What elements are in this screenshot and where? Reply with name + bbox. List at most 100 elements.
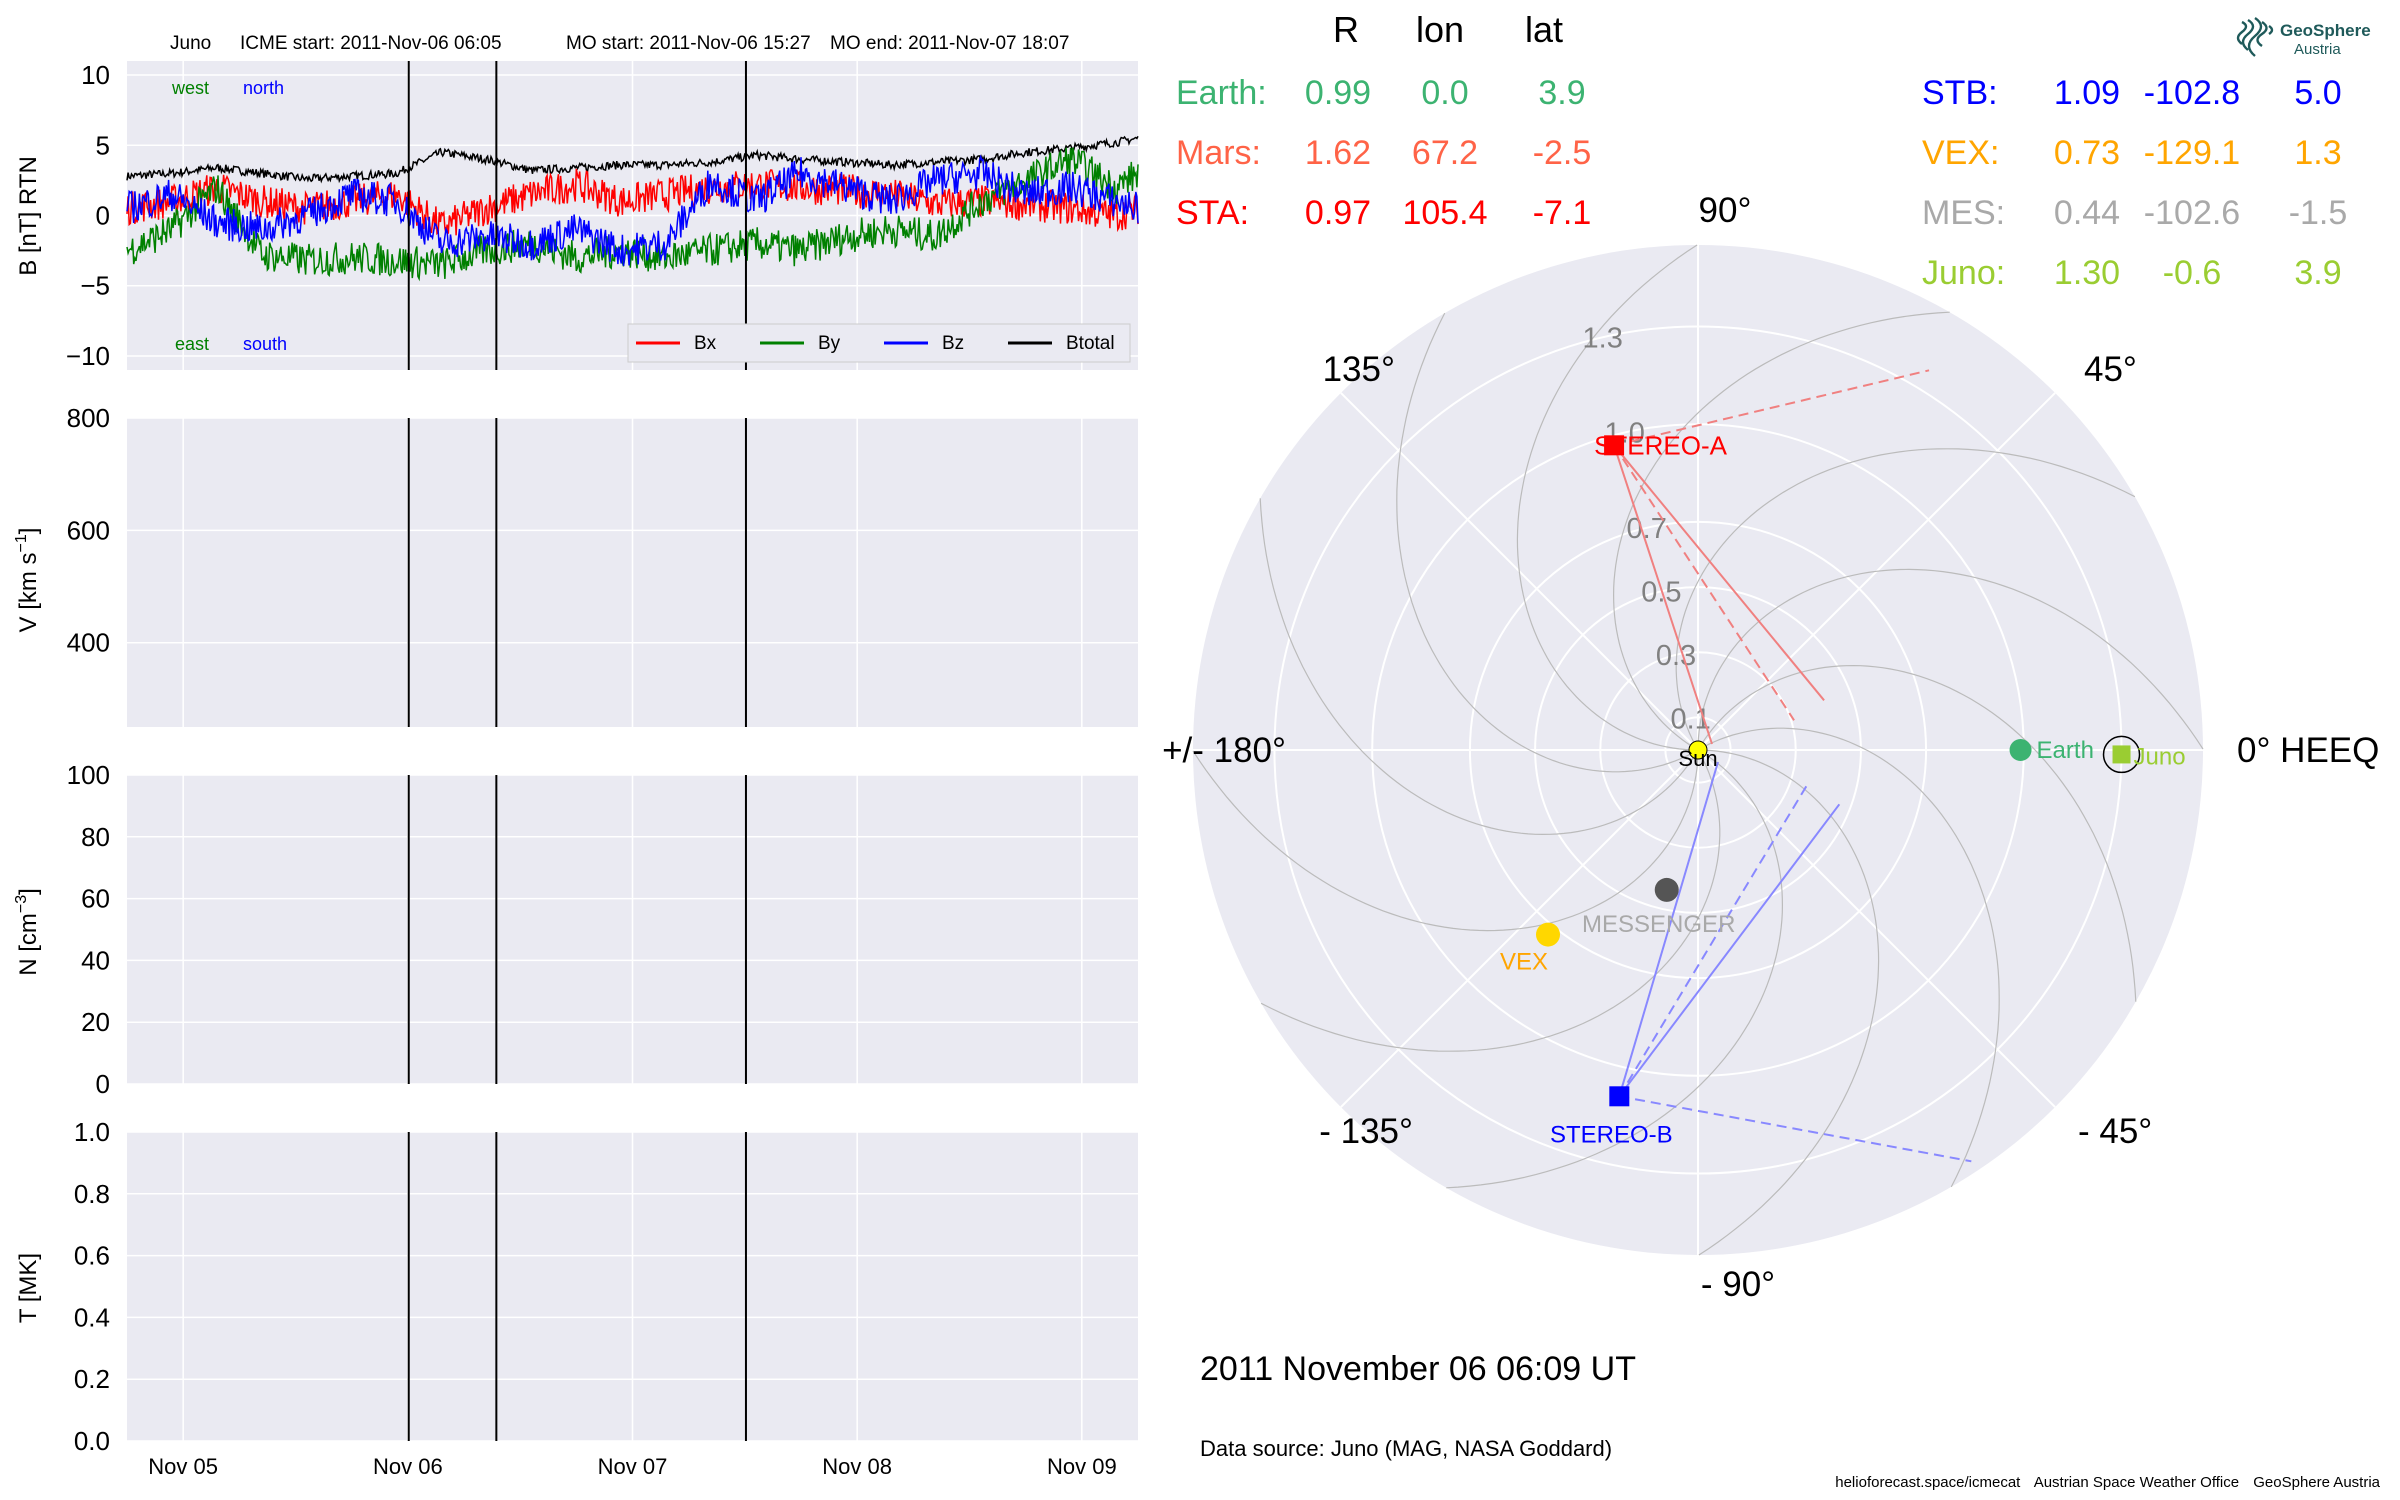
panel-v-yticks: 800 600 400 (67, 403, 110, 658)
row-label: Mars: (1176, 134, 1261, 172)
panel-v-ylabel: V [km s−1] (13, 528, 42, 633)
stb-line-dashed (1619, 1095, 1972, 1163)
parker-spiral (1697, 664, 2137, 1002)
row-label: MES: (1922, 194, 2005, 232)
parker-spiral (1697, 727, 2000, 1188)
polar-bodies: Sun Earth Juno STEREO-A STEREO-B VEX MESSENGER (1500, 430, 2186, 1148)
messenger-label: MESSENGER (1582, 911, 1735, 938)
parker-spiral (1697, 568, 2204, 751)
panel-n-event-markers (407, 775, 747, 1084)
logo-line1: GeoSphere (2280, 21, 2371, 40)
ytick-label: −10 (66, 341, 110, 371)
row-r: 0.97 (1305, 194, 1371, 232)
row-lon: -102.8 (2144, 74, 2240, 112)
panel-t-ylabel: T [MK] (15, 1253, 42, 1323)
radial-tick-label: 0.7 (1627, 513, 1667, 545)
ytick-label: 0.8 (74, 1179, 110, 1209)
panel-b-series (126, 135, 1139, 282)
row-lat: -7.1 (1533, 194, 1592, 232)
messenger-marker (1654, 877, 1679, 902)
row-r: 1.30 (2054, 254, 2120, 292)
timeseries-header: Juno ICME start: 2011-Nov-06 06:05 MO st… (170, 33, 1069, 54)
ytick-label: 20 (81, 1007, 110, 1037)
row-r: 1.09 (2054, 74, 2120, 112)
vex-label: VEX (1500, 949, 1548, 976)
sun-marker (1688, 740, 1708, 760)
row-label: Juno: (1922, 254, 2005, 292)
header-mo-start: MO start: 2011-Nov-06 15:27 (566, 33, 811, 54)
angle-label-180: +/- 180° (1162, 731, 1286, 770)
ytick-label: −5 (80, 271, 110, 301)
parker-spiral (1396, 312, 1699, 773)
position-row: Earth: 0.99 0.0 3.9 (1176, 74, 1586, 112)
position-table: R lon lat Earth: 0.99 0.0 3.9 Mars: 1.62 67.2 -… (1176, 9, 2347, 292)
row-r: 0.44 (2054, 194, 2120, 232)
stb-label: STEREO-B (1550, 1121, 1673, 1148)
footer-org: GeoSphere Austria (2253, 1474, 2380, 1491)
header-icme-start: ICME start: 2011-Nov-06 06:05 (240, 33, 502, 54)
position-rows-right: STB: 1.09 -102.8 5.0 VEX: 0.73 -129.1 1.3 MES: 0.… (1922, 74, 2347, 292)
parker-spiral (1612, 311, 1950, 751)
date-label: 2011 November 06 06:09 UT (1200, 1350, 1636, 1388)
ytick-label: 0.0 (74, 1426, 110, 1456)
ytick-label: 0.2 (74, 1364, 110, 1394)
ytick-label: 600 (67, 515, 110, 545)
panel-b-ylabel: B [nT] RTN (15, 156, 42, 276)
label-west: west (171, 78, 209, 98)
series-by (126, 147, 1139, 282)
polar-radial-ticks: 0.10.30.50.71.01.3 (1583, 322, 1711, 735)
row-lat: -2.5 (1533, 134, 1592, 172)
angle-label-0: 0° HEEQ (2237, 731, 2379, 770)
ytick-label: 400 (67, 628, 110, 658)
ytick-label: 0 (96, 1069, 110, 1099)
parker-spiral (1259, 498, 1699, 836)
row-lon: -129.1 (2144, 134, 2240, 172)
label-east: east (175, 334, 209, 354)
ytick-label: 100 (67, 760, 110, 790)
ytick-label: 60 (81, 884, 110, 914)
geosphere-logo: GeoSphere Austria (2236, 12, 2386, 64)
earth-marker (2009, 739, 2032, 761)
radial-tick-label: 1.3 (1583, 322, 1623, 354)
stb-line-dashed (1618, 780, 1811, 1097)
row-r: 1.62 (1305, 134, 1371, 172)
xtick-label: Nov 05 (148, 1454, 218, 1479)
row-label: VEX: (1922, 134, 1999, 172)
header-spacecraft: Juno (170, 33, 211, 54)
legend-bz-label: Bz (942, 333, 964, 354)
ytick-label: 40 (81, 945, 110, 975)
angle-label-90: 90° (1699, 191, 1752, 230)
ytick-label: 10 (81, 60, 110, 90)
angle-label-45: 45° (2084, 350, 2137, 389)
sun-label: Sun (1678, 746, 1717, 771)
header-mo-end: MO end: 2011-Nov-07 18:07 (830, 33, 1069, 54)
row-label: Earth: (1176, 74, 1267, 112)
panel-n-ylabel: N [cm−3] (13, 888, 42, 976)
row-r: 0.73 (2054, 134, 2120, 172)
col-header-r: R (1333, 9, 1359, 50)
legend-by-label: By (818, 333, 841, 354)
parker-spiral (1697, 749, 1880, 1256)
row-lat: 5.0 (2294, 74, 2341, 112)
panel-v: 800 600 400 V [km s−1] (13, 403, 1138, 727)
parker-spiral (1446, 749, 1784, 1189)
position-row: Mars: 1.62 67.2 -2.5 (1176, 134, 1591, 172)
row-lat: -1.5 (2289, 194, 2348, 232)
vex-marker (1536, 922, 1561, 947)
position-row: STB: 1.09 -102.8 5.0 (1922, 74, 2342, 112)
position-row: MES: 0.44 -102.6 -1.5 (1922, 194, 2347, 232)
row-lon: 105.4 (1402, 194, 1487, 232)
juno-label: Juno (2134, 743, 2186, 770)
panel-b-event-markers (407, 61, 747, 370)
radial-tick-label: 0.3 (1656, 640, 1696, 672)
position-row: VEX: 0.73 -129.1 1.3 (1922, 134, 2342, 172)
sta-line (1613, 445, 1713, 745)
panel-t-yticks: 1.0 0.8 0.6 0.4 0.2 0.0 (74, 1117, 110, 1456)
parker-spiral (1516, 244, 1699, 751)
ytick-label: 80 (81, 822, 110, 852)
parker-spiral (1260, 749, 1721, 1052)
angle-label-minus45: - 45° (2078, 1112, 2152, 1151)
panel-t: 1.0 0.8 0.6 0.4 0.2 0.0 T [MK] (15, 1117, 1138, 1456)
row-lon: 67.2 (1412, 134, 1478, 172)
angle-label-minus135: - 135° (1319, 1112, 1413, 1151)
